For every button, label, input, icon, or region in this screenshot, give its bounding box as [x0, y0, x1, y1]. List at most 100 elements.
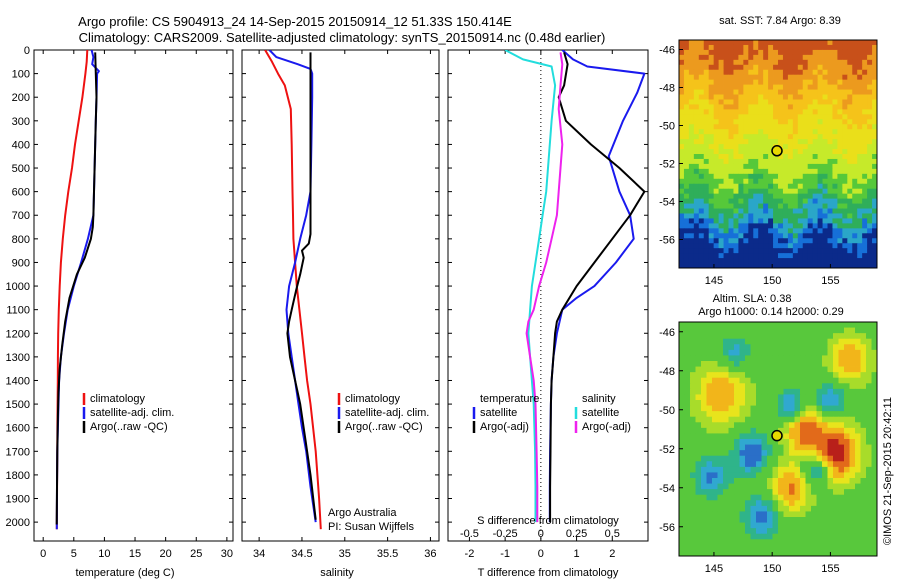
sst-cell [743, 203, 749, 209]
sla-cell [800, 439, 806, 445]
sst-cell [827, 163, 833, 170]
sst-cell [763, 158, 769, 165]
sst-cell [763, 84, 769, 90]
sla-cell [838, 422, 845, 429]
sst-cell [802, 233, 809, 239]
sst-cell [792, 223, 799, 229]
sst-cell [743, 129, 749, 135]
sla-cell [717, 539, 724, 546]
sst-cell [743, 158, 749, 165]
sst-cell [837, 233, 843, 239]
sla-cell [794, 411, 801, 418]
series-line-2 [286, 52, 317, 520]
sst-cell [723, 109, 729, 115]
sla-cell [827, 427, 834, 434]
sla-cell [855, 411, 861, 418]
sst-cell [703, 74, 710, 81]
sla-cell [750, 427, 757, 434]
sla-cell [838, 505, 845, 512]
sla-cell [844, 539, 850, 546]
y-tick-label: 1200 [6, 328, 30, 340]
sst-cell [857, 89, 863, 95]
sla-cell [706, 439, 713, 445]
sst-cell [837, 218, 843, 224]
sla-cell [778, 483, 784, 490]
sst-cell [867, 49, 873, 56]
sla-cell [706, 355, 713, 362]
sst-cell [773, 154, 779, 160]
sla-cell [684, 394, 691, 401]
sla-cell [745, 400, 751, 406]
sla-cell [860, 455, 867, 462]
sst-cell [758, 49, 764, 56]
sst-cell [872, 208, 878, 214]
sst-cell [852, 228, 858, 234]
sst-cell [802, 59, 809, 66]
sst-cell [832, 218, 838, 224]
sla-cell [827, 444, 834, 451]
x-tick-label: 34.5 [291, 548, 312, 560]
sst-cell [763, 248, 769, 254]
sst-cell [867, 238, 873, 244]
sla-cell [772, 361, 779, 367]
sst-cell [723, 59, 729, 66]
sla-cell [833, 511, 839, 518]
sla-cell [695, 333, 702, 340]
sla-cell [684, 366, 691, 373]
sla-cell [756, 444, 762, 451]
sla-cell [712, 472, 718, 479]
sla-cell [860, 500, 867, 507]
sst-cell [758, 139, 764, 145]
sst-cell [797, 183, 804, 190]
sla-cell [778, 427, 784, 434]
sla-cell [679, 349, 685, 356]
sla-cell [811, 394, 817, 401]
sla-cell [679, 439, 685, 445]
sst-cell [842, 44, 848, 51]
sla-cell [860, 544, 867, 551]
sla-cell [849, 427, 856, 434]
sst-cell [763, 149, 769, 155]
sst-cell [797, 74, 804, 81]
sst-cell [768, 188, 774, 195]
sla-cell [800, 539, 806, 546]
sst-cell [857, 198, 863, 204]
sst-cell [832, 178, 838, 185]
sst-cell [763, 129, 769, 135]
pi-note: PI: Susan Wijffels [328, 521, 414, 533]
sla-cell [761, 433, 768, 440]
sst-cell [852, 69, 858, 76]
sla-cell [871, 333, 878, 340]
sst-cell [857, 233, 863, 239]
sla-cell [789, 522, 795, 529]
sla-cell [756, 466, 762, 473]
sst-cell [763, 253, 769, 259]
sst-cell [708, 69, 715, 76]
sla-cell [811, 517, 817, 523]
sst-cell [738, 44, 744, 51]
sst-cell [679, 119, 685, 125]
sst-cell [837, 69, 843, 76]
sst-cell [852, 89, 858, 95]
sst-cell [787, 213, 794, 219]
sst-cell [733, 134, 739, 140]
sst-cell [733, 193, 739, 200]
sst-cell [867, 119, 873, 125]
sla-cell [844, 349, 850, 356]
sst-cell [812, 139, 818, 145]
sst-cell [773, 168, 779, 175]
sst-cell [862, 238, 868, 244]
sst-cell [743, 69, 749, 76]
sla-cell [805, 422, 812, 429]
sla-cell [728, 366, 735, 373]
sst-cell [792, 59, 799, 66]
sla-cell [756, 550, 762, 557]
sst-cell [758, 258, 764, 264]
sla-cell [717, 361, 724, 367]
sst-cell [713, 119, 719, 125]
sla-cell [871, 511, 878, 518]
sla-cell [761, 511, 768, 518]
sla-cell [811, 528, 817, 535]
sst-cell [753, 134, 759, 140]
sst-cell [837, 99, 843, 105]
